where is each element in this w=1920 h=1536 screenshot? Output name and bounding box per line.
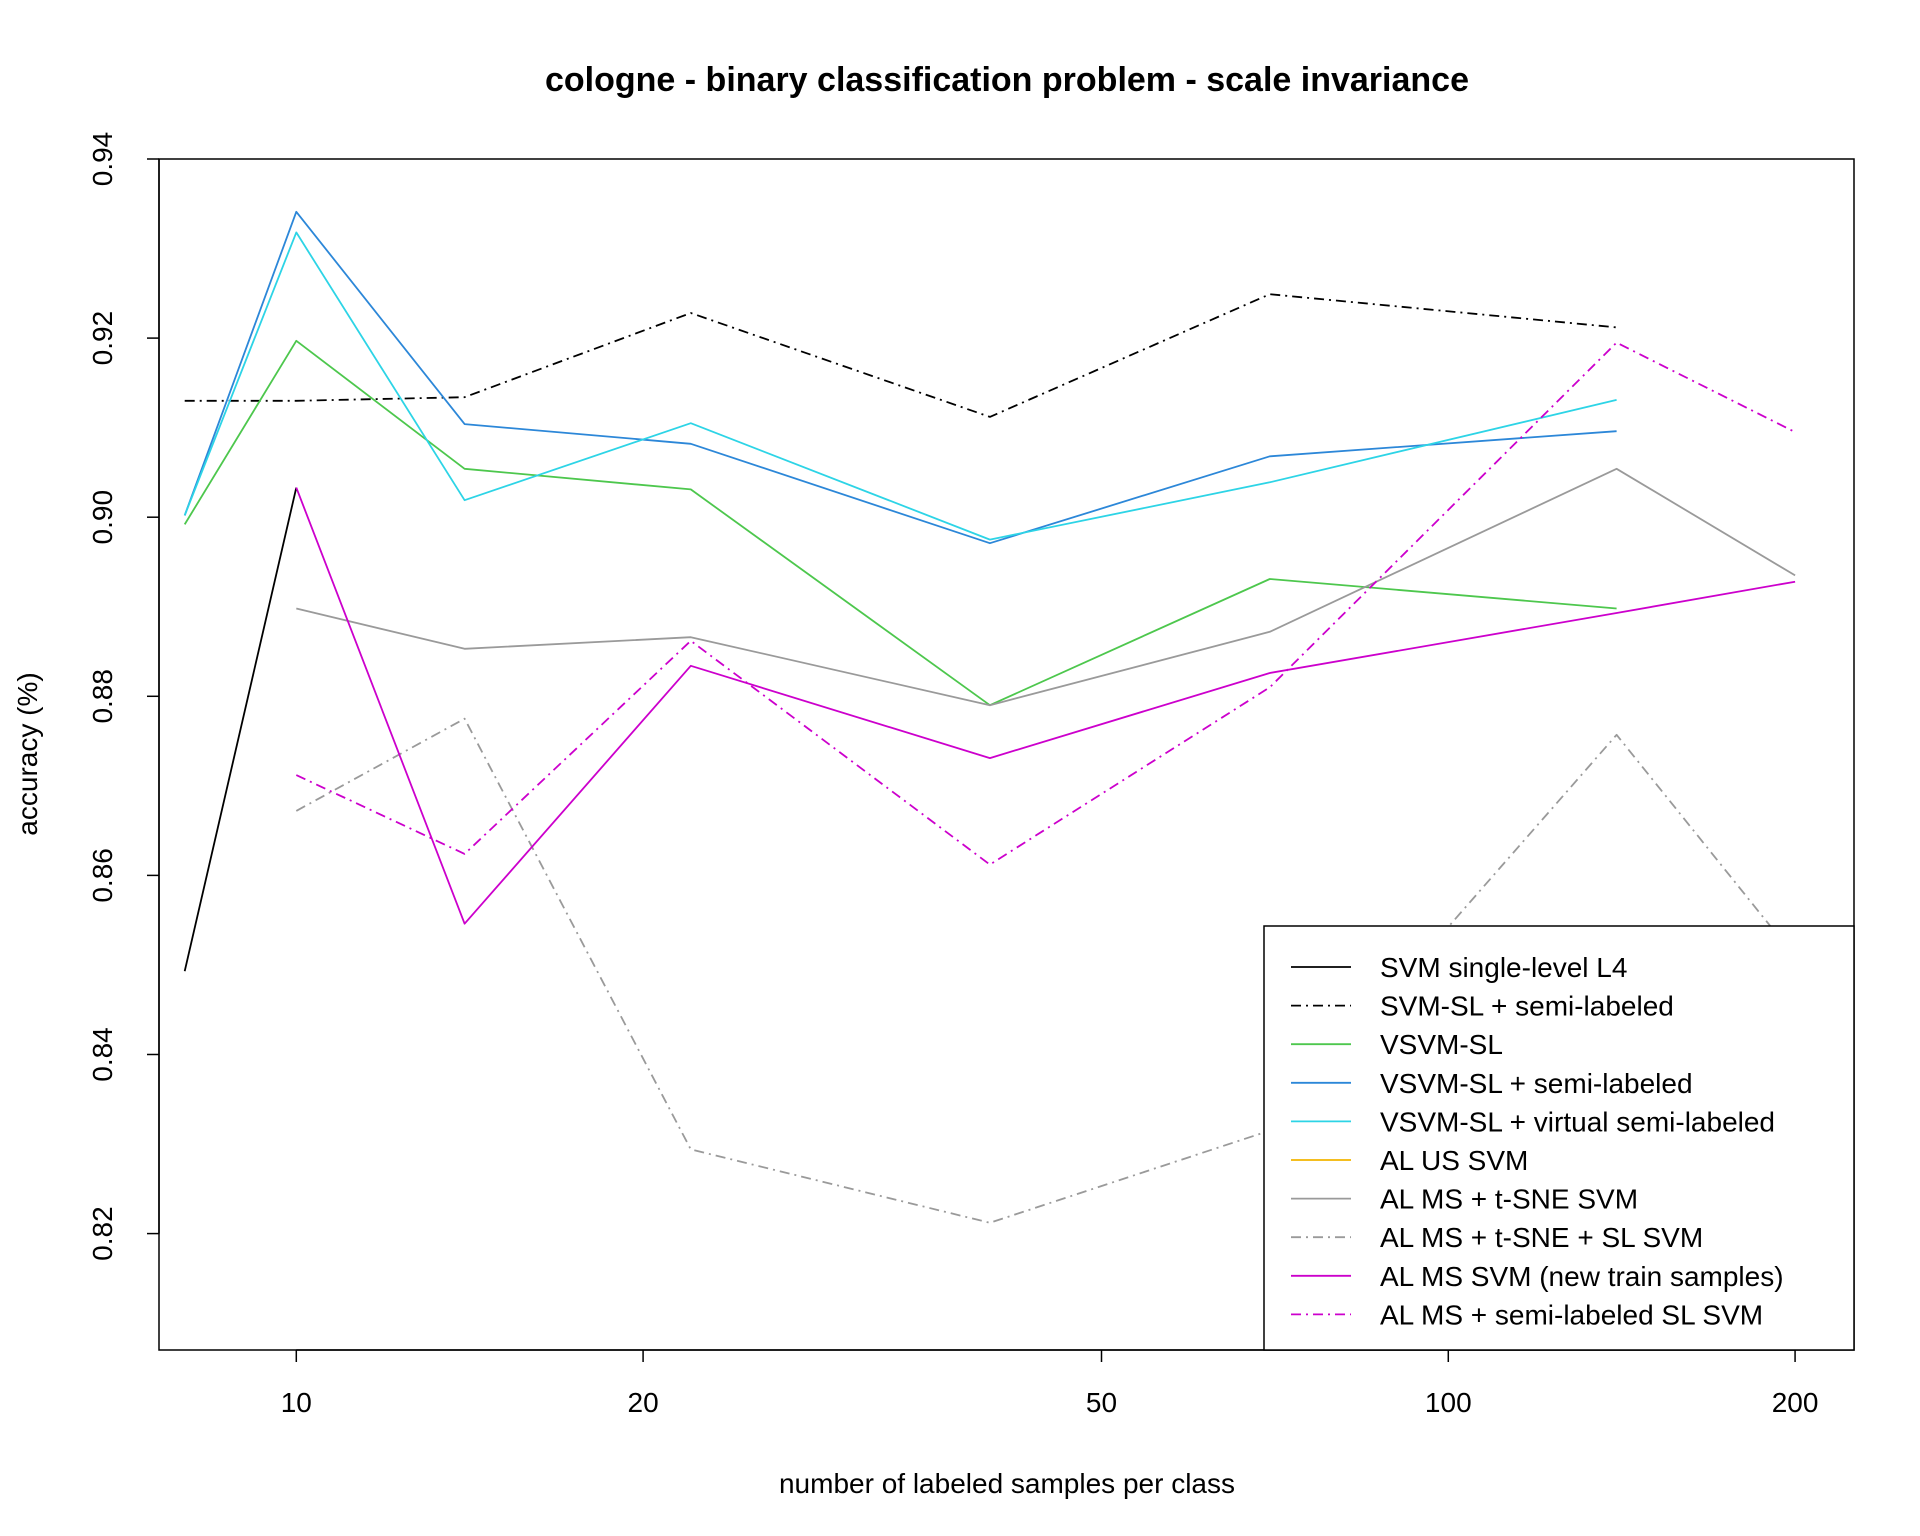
series-line-9	[295, 487, 1796, 925]
legend-label: SVM-SL + semi-labeled	[1380, 991, 1674, 1022]
y-tick-label: 0.94	[87, 132, 118, 187]
legend-label: AL US SVM	[1380, 1145, 1528, 1176]
x-axis-label: number of labeled samples per class	[779, 1468, 1235, 1499]
x-tick-label: 20	[628, 1387, 659, 1418]
legend: SVM single-level L4 SVM-SL + semi-labeled…	[1263, 925, 1855, 1351]
y-tick-label: 0.88	[87, 669, 118, 724]
y-axis: 0.82 0.84 0.86 0.88 0.90 0.92 0.94	[87, 132, 160, 1261]
legend-label: AL MS + t-SNE SVM	[1380, 1184, 1638, 1215]
y-tick-label: 0.92	[87, 311, 118, 366]
series-line-2	[184, 293, 1617, 418]
series-line-4	[183, 210, 1617, 545]
legend-label: AL MS + semi-labeled SL SVM	[1380, 1299, 1763, 1330]
y-tick-label: 0.82	[87, 1206, 118, 1261]
legend-label: AL MS SVM (new train samples)	[1380, 1261, 1784, 1292]
series-line-10	[295, 341, 1796, 866]
series-line-1	[183, 487, 298, 972]
legend-label: SVM single-level L4	[1380, 952, 1627, 983]
x-tick-label: 10	[281, 1387, 312, 1418]
series-line-3	[183, 339, 1617, 707]
legend-items: SVM single-level L4 SVM-SL + semi-labeled…	[1291, 952, 1784, 1330]
legend-box	[1263, 925, 1855, 1351]
chart-title: cologne - binary classification problem …	[545, 61, 1469, 99]
x-tick-label: 50	[1086, 1387, 1117, 1418]
series-line-8	[295, 717, 1796, 1224]
y-tick-label: 0.84	[87, 1027, 118, 1082]
x-tick-label: 200	[1772, 1387, 1819, 1418]
x-tick-label: 100	[1425, 1387, 1472, 1418]
x-axis: 10 20 50 100 200	[281, 1349, 1819, 1418]
series-line-7	[296, 467, 1796, 707]
y-tick-label: 0.90	[87, 490, 118, 545]
legend-label: VSVM-SL + virtual semi-labeled	[1380, 1106, 1775, 1137]
legend-label: VSVM-SL + semi-labeled	[1380, 1068, 1693, 1099]
series-layer	[183, 210, 1796, 1224]
legend-label: AL MS + t-SNE + SL SVM	[1380, 1222, 1703, 1253]
series-line-5	[183, 231, 1617, 541]
plot-frame	[158, 158, 1855, 1351]
y-axis-label: accuracy (%)	[12, 672, 43, 835]
legend-label: VSVM-SL	[1380, 1029, 1503, 1060]
y-tick-label: 0.86	[87, 848, 118, 903]
